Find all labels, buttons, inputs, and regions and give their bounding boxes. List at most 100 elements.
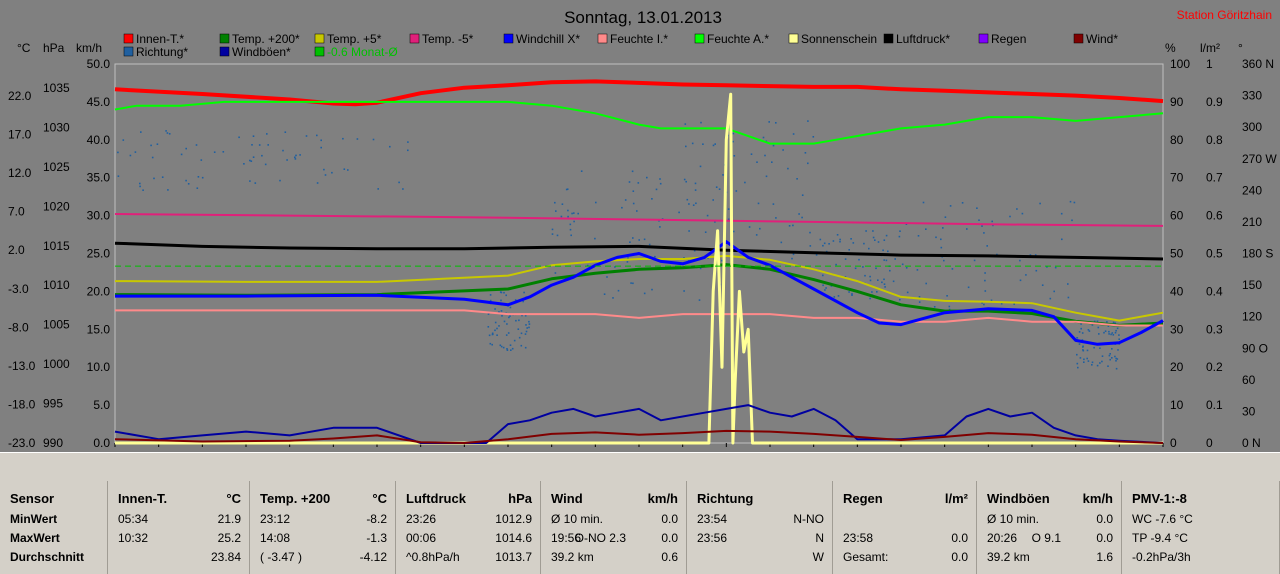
min-label: MinWert — [10, 512, 58, 526]
direction-point — [1106, 321, 1108, 323]
stat-row: Ø 10 min. 0.0 — [977, 512, 1121, 532]
direction-point — [200, 159, 203, 161]
direction-point — [1073, 201, 1076, 204]
direction-point — [796, 178, 798, 180]
direction-point — [871, 291, 873, 293]
direction-point — [889, 269, 891, 272]
direction-point — [883, 278, 885, 281]
direction-point — [851, 294, 853, 296]
tick-label-rain: 0.2 — [1206, 360, 1223, 374]
direction-point — [515, 319, 517, 322]
direction-point — [595, 201, 597, 204]
direction-point — [1112, 334, 1115, 336]
direction-point — [654, 255, 656, 258]
direction-point — [983, 232, 985, 234]
direction-point — [967, 286, 970, 289]
direction-point — [948, 305, 951, 308]
stat-table-unit: l/m² — [944, 491, 968, 506]
tick-label-rain: 0.5 — [1206, 247, 1223, 261]
direction-point — [933, 306, 936, 308]
direction-point — [1081, 332, 1084, 334]
stat-cell-time: ( -3.47 ) — [260, 550, 303, 564]
stat-cell-direction: O 9.1 — [1031, 531, 1061, 545]
direction-point — [917, 235, 920, 237]
direction-point — [1099, 362, 1101, 364]
tick-label-pct: 0 — [1170, 436, 1177, 450]
stat-cell-value: 0.0 — [661, 531, 678, 545]
stat-cell-time: 39.2 km — [987, 550, 1030, 564]
legend-label: Temp. -5* — [422, 32, 474, 46]
direction-point — [514, 299, 517, 301]
tick-label-pct: 70 — [1170, 171, 1184, 185]
direction-point — [1118, 334, 1120, 336]
direction-point — [966, 228, 968, 230]
direction-point — [500, 345, 503, 348]
direction-point — [195, 144, 198, 146]
direction-point — [1109, 353, 1111, 355]
legend: Innen-T.* Temp. +200* Temp. +5* Temp. -5* Wi… — [123, 32, 1118, 59]
stat-table-title: Temp. +200 — [260, 491, 331, 506]
direction-point — [524, 314, 527, 317]
stat-cell-time: 20:26 — [987, 531, 1018, 545]
direction-point — [503, 320, 506, 323]
tick-label-hpa: 1020 — [43, 199, 70, 213]
direction-point — [695, 202, 697, 205]
direction-point — [629, 241, 631, 243]
stat-cell-value: 1.6 — [1096, 550, 1113, 564]
stat-cell-time: Ø 10 min. — [551, 512, 604, 526]
tick-label-temp: 2.0 — [8, 243, 25, 257]
direction-point — [153, 177, 155, 180]
direction-point — [643, 292, 646, 295]
stat-table-title: Windböen — [987, 491, 1050, 506]
direction-point — [780, 241, 783, 244]
legend-swatch — [123, 46, 134, 57]
tick-label-pct: 90 — [1170, 95, 1184, 109]
direction-point — [788, 225, 791, 227]
direction-point — [603, 293, 606, 295]
direction-point — [577, 212, 579, 215]
direction-point — [830, 285, 833, 287]
stat-row: 23:58 0.0 — [833, 531, 976, 551]
direction-point — [295, 154, 297, 157]
direction-point — [714, 143, 716, 145]
direction-point — [506, 348, 508, 350]
chart-title: Sonntag, 13.01.2013 — [564, 8, 722, 27]
legend-swatch — [978, 33, 989, 44]
direction-point — [750, 153, 753, 155]
direction-point — [1013, 303, 1015, 305]
direction-point — [518, 336, 521, 339]
tick-label-kmh: 45.0 — [87, 95, 111, 109]
direction-point — [521, 314, 523, 317]
direction-point — [187, 183, 190, 185]
direction-point — [804, 152, 807, 154]
direction-point — [500, 310, 503, 312]
direction-point — [991, 220, 993, 223]
direction-point — [648, 243, 651, 246]
stat-cell-time: 19:56 — [551, 531, 582, 545]
direction-point — [851, 293, 853, 295]
direction-point — [525, 330, 528, 333]
direction-point — [343, 168, 346, 170]
direction-point — [279, 179, 281, 182]
tick-label-kmh: 0.0 — [93, 436, 110, 450]
direction-point — [1077, 366, 1079, 369]
direction-point — [571, 212, 573, 215]
tick-label-kmh: 20.0 — [87, 284, 111, 298]
direction-point — [854, 267, 857, 270]
unit-label: hPa — [43, 41, 65, 55]
direction-point — [772, 144, 775, 147]
stat-table-unit: °C — [372, 491, 387, 506]
legend-swatch — [314, 46, 325, 57]
direction-point — [1098, 333, 1100, 335]
tick-label-kmh: 50.0 — [87, 57, 111, 71]
legend-label: -0.6 Monat-Ø — [327, 45, 398, 59]
direction-point — [494, 308, 496, 310]
tick-label-direction: 300 — [1242, 120, 1262, 134]
direction-point — [1082, 346, 1084, 348]
direction-point — [254, 182, 257, 184]
series-line — [114, 429, 1164, 444]
tick-label-pct: 10 — [1170, 398, 1184, 412]
tick-label-direction: 90 O — [1242, 341, 1268, 355]
direction-point — [659, 178, 661, 180]
direction-point — [1076, 337, 1079, 339]
